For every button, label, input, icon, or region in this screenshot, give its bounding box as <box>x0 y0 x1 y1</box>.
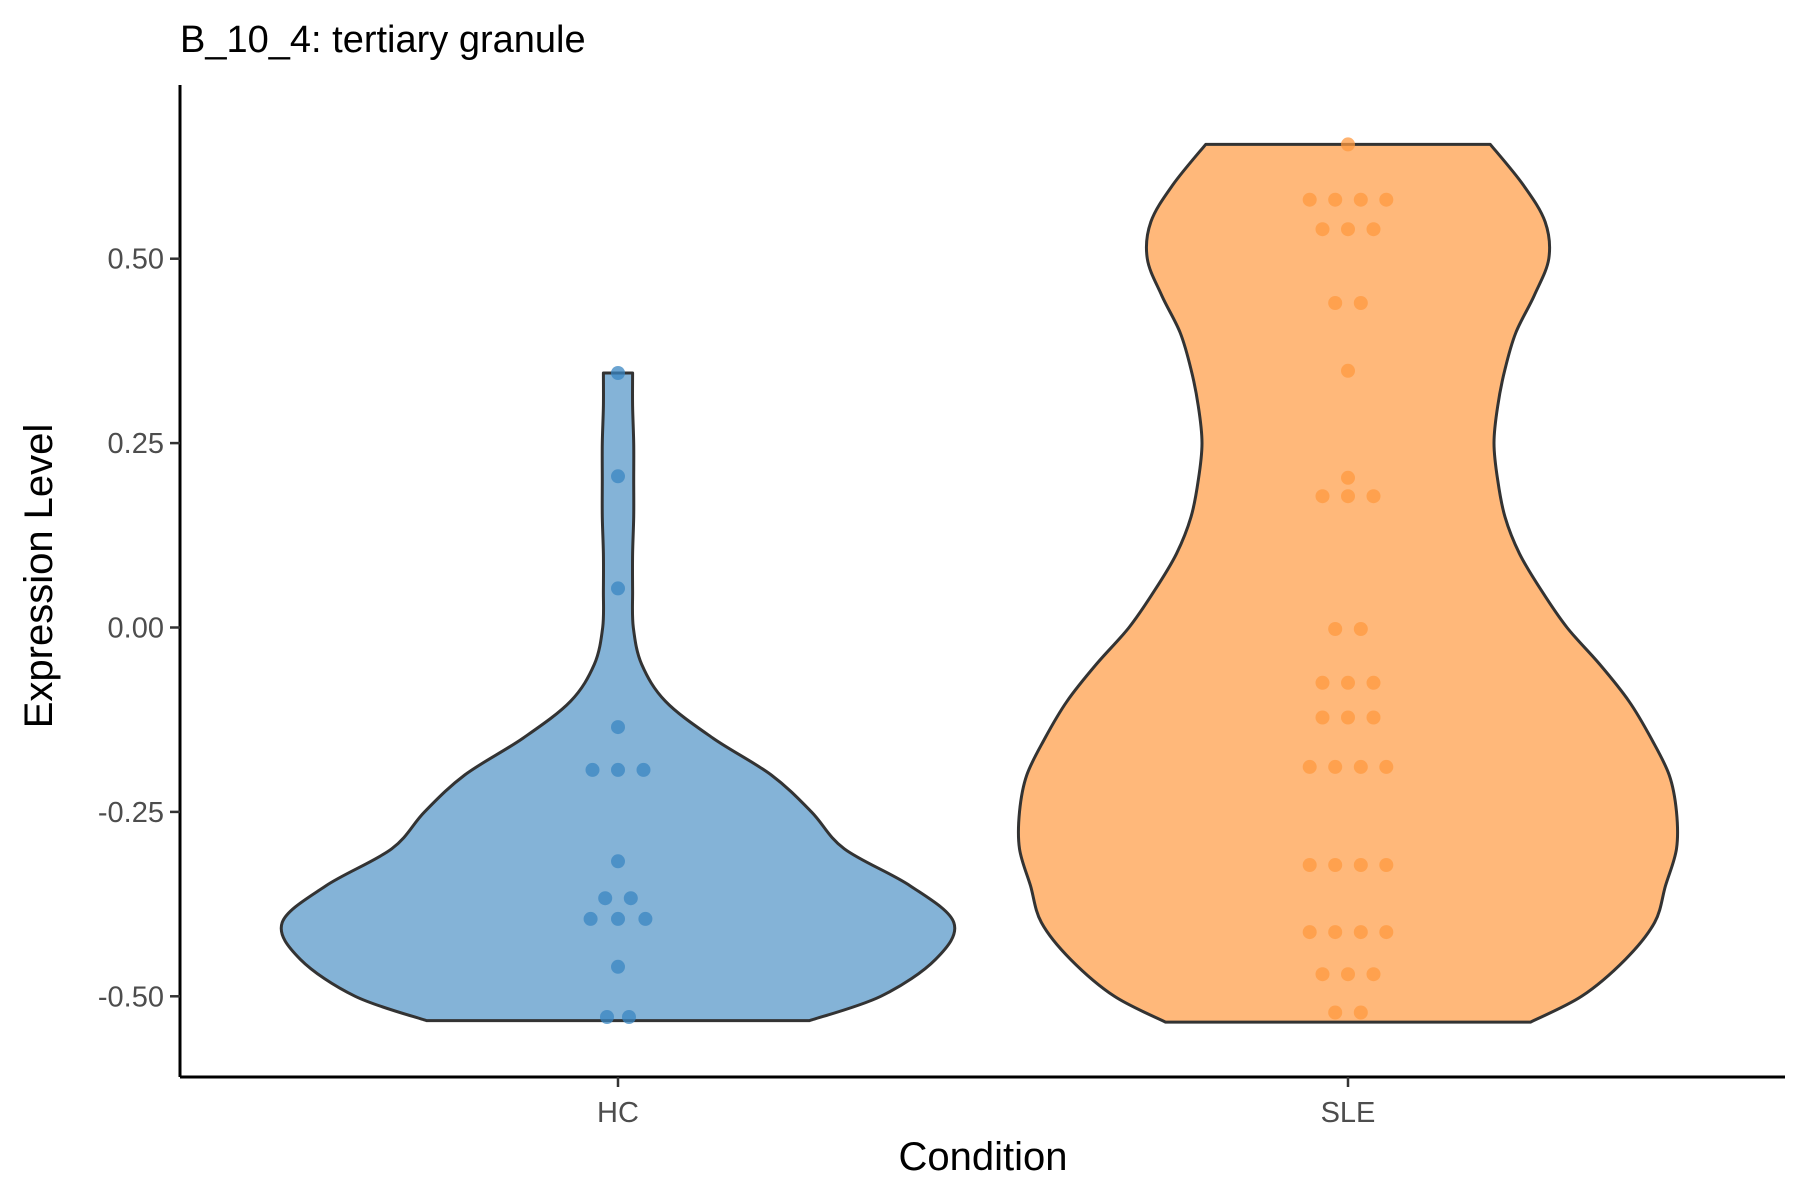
point-hc <box>611 959 625 974</box>
point-hc <box>611 581 625 596</box>
x-axis-title: Condition <box>898 1135 1067 1179</box>
point-hc <box>611 366 625 380</box>
violin-sle <box>1016 142 1680 1024</box>
y-tick-label: 0.50 <box>108 244 164 276</box>
point-sle <box>1302 858 1317 872</box>
point-sle <box>1366 675 1381 690</box>
point-hc <box>611 854 625 869</box>
point-sle <box>1315 967 1330 982</box>
y-tick-label: 0.00 <box>108 613 164 645</box>
x-tick-label-sle: SLE <box>1321 1097 1376 1129</box>
point-hc <box>598 891 613 906</box>
point-hc <box>622 1010 636 1024</box>
point-sle <box>1328 622 1343 636</box>
violins-layer <box>279 142 1680 1024</box>
y-tick-label: -0.25 <box>98 797 164 829</box>
point-sle <box>1328 1005 1343 1020</box>
points-layer <box>583 137 1394 1024</box>
point-sle <box>1366 222 1381 237</box>
x-tick-label-hc: HC <box>597 1097 639 1129</box>
point-hc <box>611 762 625 777</box>
point-sle <box>1341 675 1355 690</box>
point-sle <box>1366 967 1381 982</box>
point-sle <box>1353 296 1368 310</box>
point-sle <box>1315 489 1330 504</box>
point-sle <box>1328 759 1343 774</box>
point-sle <box>1341 710 1355 725</box>
point-sle <box>1353 858 1368 872</box>
point-hc <box>600 1010 614 1024</box>
point-sle <box>1315 222 1330 237</box>
point-sle <box>1341 489 1355 504</box>
point-sle <box>1302 925 1317 940</box>
point-sle <box>1315 710 1330 725</box>
point-hc <box>585 762 600 777</box>
point-hc <box>636 762 651 777</box>
point-sle <box>1302 759 1317 774</box>
point-sle <box>1328 925 1343 940</box>
y-axis: -0.50 -0.25 0.00 0.25 0.50 <box>98 85 182 1077</box>
point-sle <box>1379 192 1394 207</box>
point-sle <box>1353 925 1368 940</box>
x-axis: HC SLE <box>180 1075 1785 1129</box>
point-sle <box>1379 925 1394 940</box>
point-sle <box>1353 1005 1368 1020</box>
point-hc <box>638 911 653 926</box>
point-sle <box>1341 967 1355 982</box>
point-sle <box>1366 489 1381 504</box>
point-sle <box>1341 363 1355 378</box>
point-sle <box>1353 192 1368 207</box>
y-axis-title: Expression Level <box>17 424 61 729</box>
point-sle <box>1341 137 1355 152</box>
point-sle <box>1328 858 1343 872</box>
point-sle <box>1366 710 1381 725</box>
y-tick-label: 0.25 <box>108 428 164 460</box>
point-sle <box>1353 759 1368 774</box>
point-sle <box>1315 675 1330 690</box>
point-sle <box>1328 296 1343 310</box>
point-hc <box>611 720 625 735</box>
point-hc <box>611 911 625 926</box>
point-sle <box>1341 470 1355 485</box>
violin-hc <box>279 371 957 1023</box>
point-sle <box>1379 858 1394 872</box>
y-tick-label: -0.50 <box>98 981 164 1013</box>
point-sle <box>1353 622 1368 636</box>
point-sle <box>1341 222 1355 237</box>
point-hc <box>611 469 625 484</box>
chart-title: B_10_4: tertiary granule <box>180 19 586 61</box>
point-sle <box>1328 192 1343 207</box>
point-hc <box>623 891 638 906</box>
point-hc <box>583 911 598 926</box>
point-sle <box>1379 759 1394 774</box>
point-sle <box>1302 192 1317 207</box>
